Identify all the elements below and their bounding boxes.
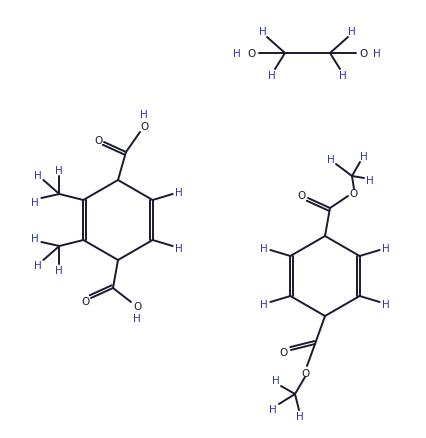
Text: O: O xyxy=(81,297,89,306)
Text: H: H xyxy=(360,152,368,162)
Text: H: H xyxy=(348,27,356,37)
Text: O: O xyxy=(133,301,141,311)
Text: H: H xyxy=(175,244,182,254)
Text: H: H xyxy=(260,244,268,254)
Text: H: H xyxy=(175,187,182,198)
Text: H: H xyxy=(272,375,280,385)
Text: H: H xyxy=(55,166,63,176)
Text: H: H xyxy=(269,404,277,414)
Text: H: H xyxy=(140,110,148,120)
Text: H: H xyxy=(260,299,268,309)
Text: H: H xyxy=(133,313,141,323)
Text: O: O xyxy=(298,191,306,201)
Text: H: H xyxy=(259,27,267,37)
Text: O: O xyxy=(301,368,309,378)
Text: H: H xyxy=(35,261,42,270)
Text: H: H xyxy=(339,71,347,81)
Text: H: H xyxy=(35,171,42,180)
Text: H: H xyxy=(382,299,389,309)
Text: H: H xyxy=(55,265,63,276)
Text: O: O xyxy=(280,347,288,357)
Text: O: O xyxy=(248,49,256,59)
Text: H: H xyxy=(382,244,389,254)
Text: H: H xyxy=(32,233,39,244)
Text: O: O xyxy=(350,189,358,198)
Text: O: O xyxy=(359,49,367,59)
Text: H: H xyxy=(373,49,381,59)
Text: H: H xyxy=(327,155,335,165)
Text: O: O xyxy=(94,136,102,146)
Text: H: H xyxy=(32,198,39,208)
Text: O: O xyxy=(140,122,148,132)
Text: H: H xyxy=(268,71,276,81)
Text: H: H xyxy=(296,411,304,421)
Text: H: H xyxy=(366,176,374,186)
Text: H: H xyxy=(233,49,241,59)
